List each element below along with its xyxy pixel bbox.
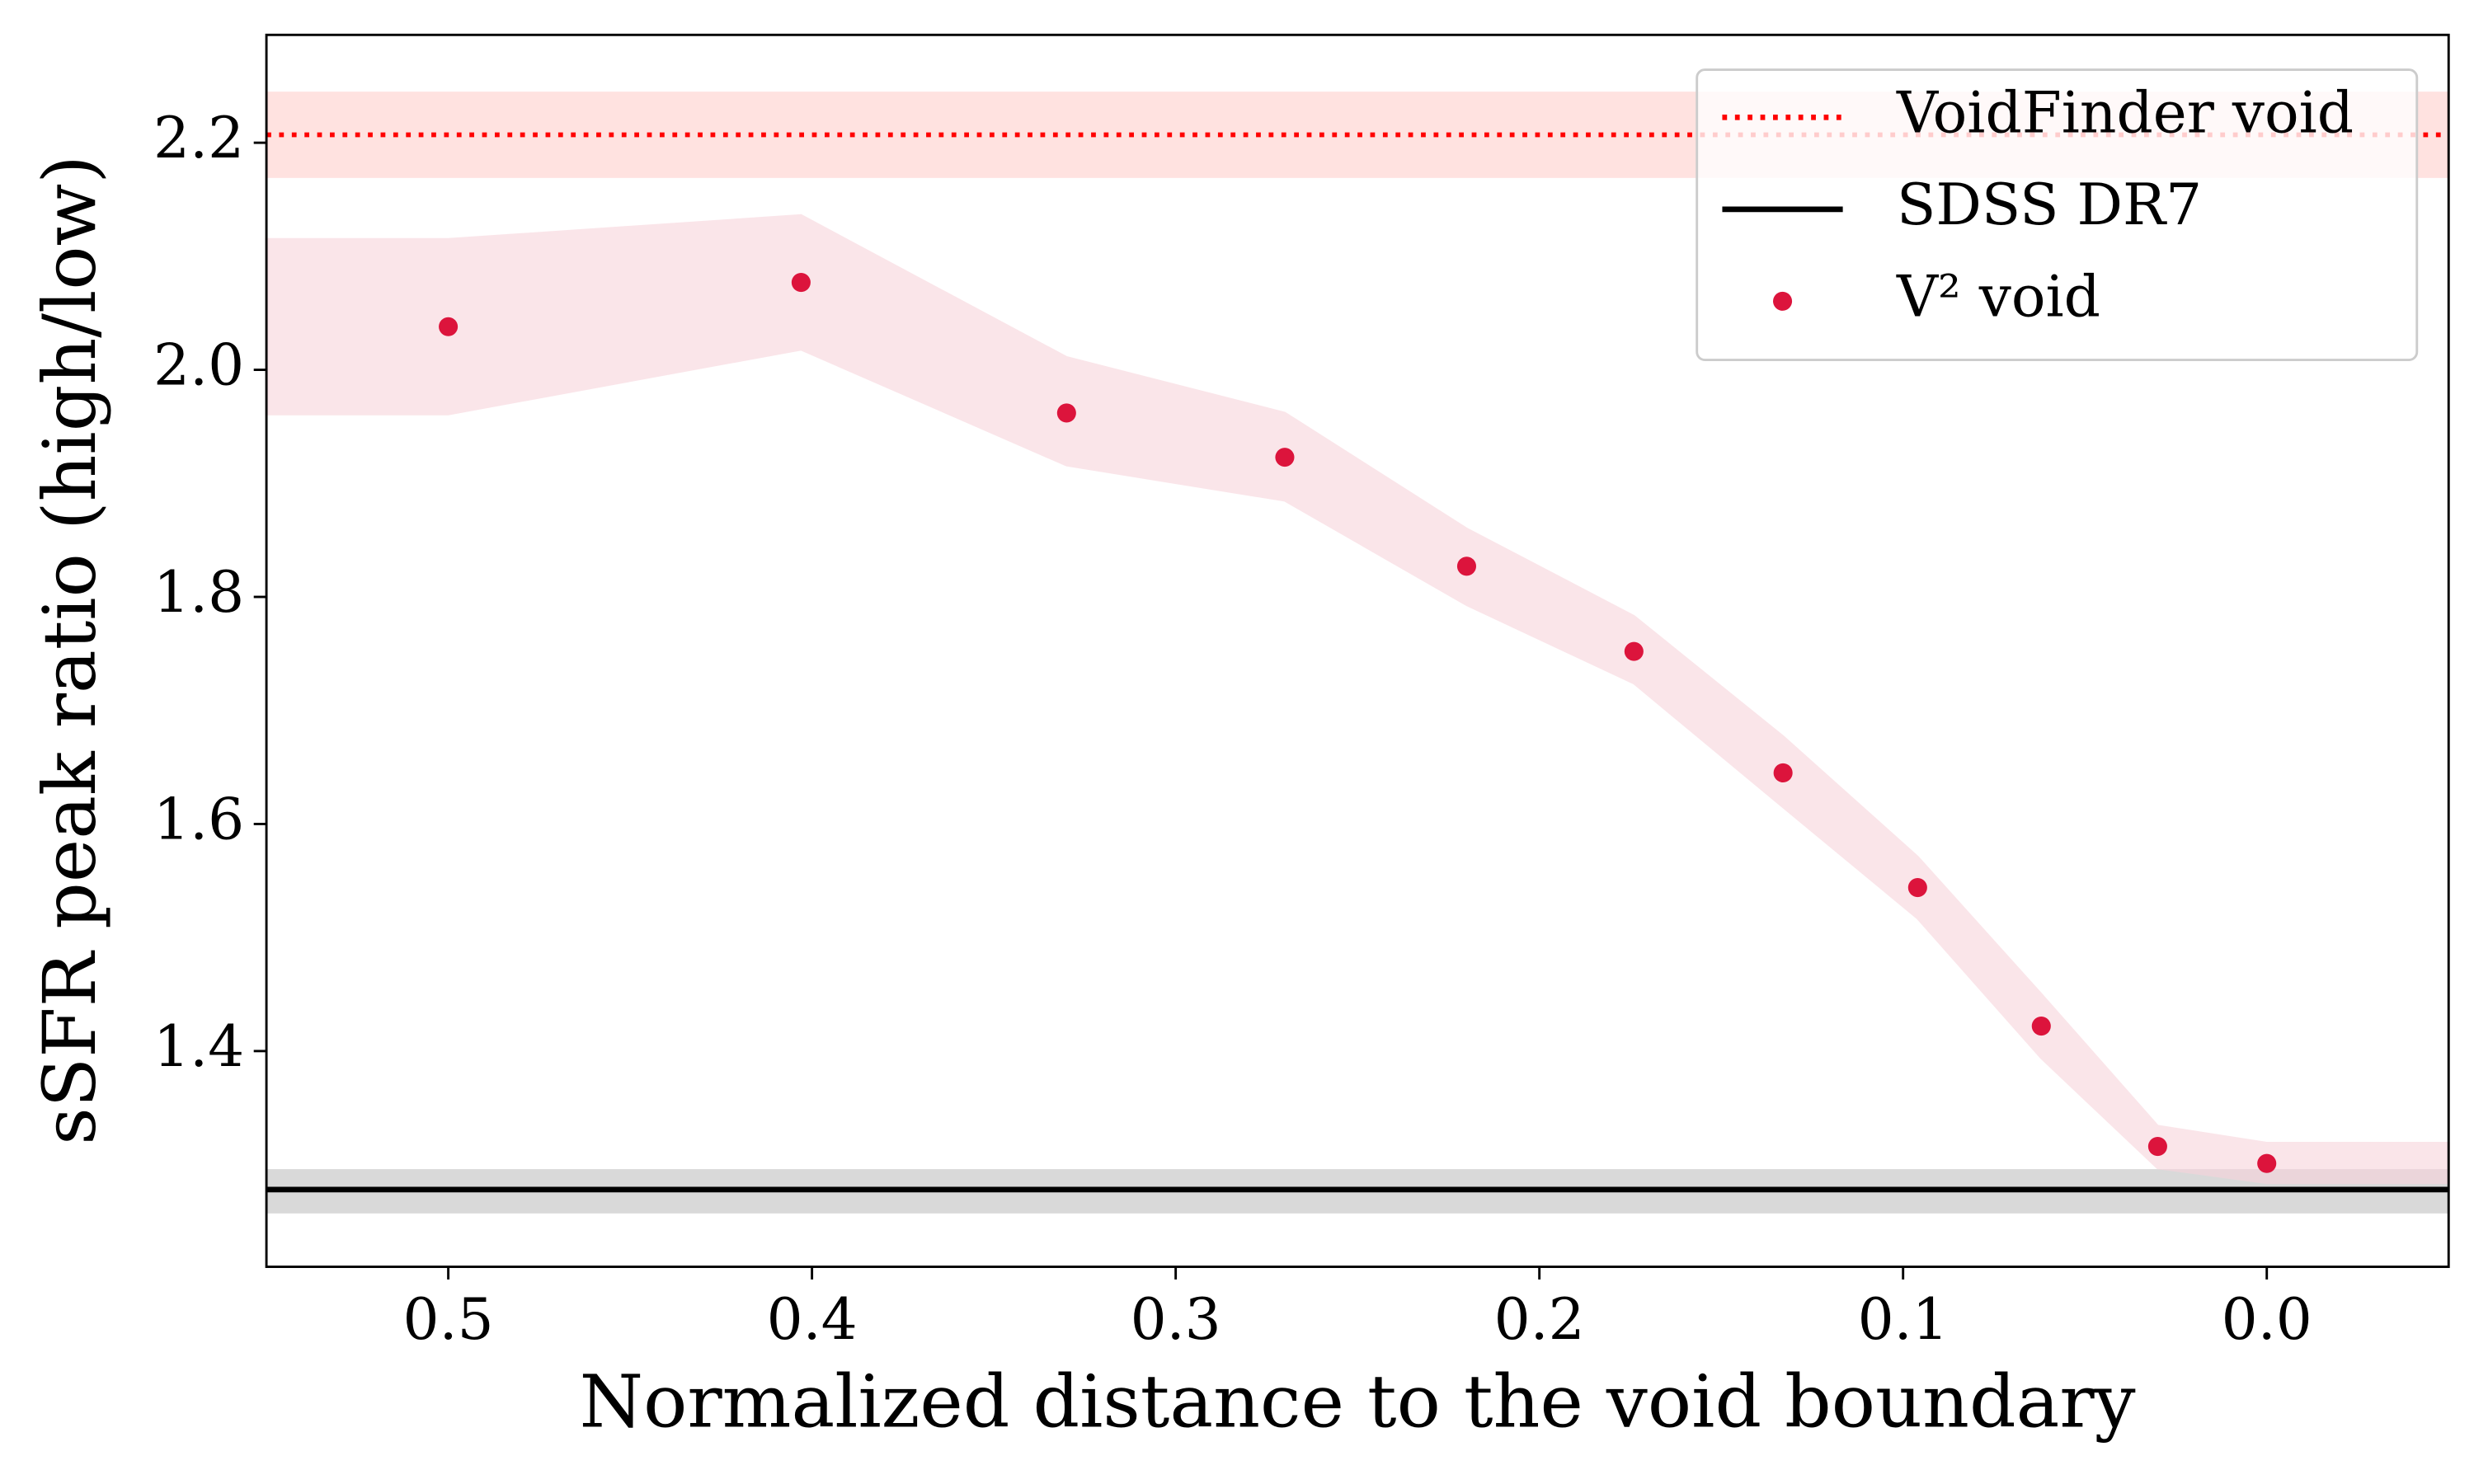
x-tick-label: 0.1 <box>1858 1287 1949 1353</box>
data-point <box>1773 763 1793 783</box>
legend-label: VoidFinder void <box>1896 80 2354 146</box>
legend-box <box>1696 68 2419 361</box>
data-point <box>2257 1153 2277 1173</box>
x-tick-label: 0.5 <box>403 1287 494 1353</box>
x-tick-label: 0.0 <box>2222 1287 2312 1353</box>
legend-label: SDSS DR7 <box>1897 172 2202 238</box>
data-point <box>1056 403 1076 423</box>
y-tick-label: 2.0 <box>153 333 244 399</box>
y-tick-label: 1.6 <box>153 787 244 852</box>
y-axis-label: sSFR peak ratio (high/low) <box>27 155 112 1145</box>
data-point <box>2031 1017 2051 1036</box>
x-tick-label: 0.3 <box>1131 1287 1221 1353</box>
y-tick-label: 1.4 <box>153 1014 244 1080</box>
x-tick-label: 0.4 <box>767 1287 858 1353</box>
x-axis-label: Normalized distance to the void boundary <box>580 1359 2136 1444</box>
data-point <box>439 317 459 336</box>
data-point <box>1907 878 1927 898</box>
legend-label: V² void <box>1896 264 2100 330</box>
data-point <box>1275 448 1295 467</box>
data-point <box>1624 641 1644 661</box>
data-point <box>791 272 811 293</box>
data-point <box>1456 556 1476 576</box>
legend-swatch <box>1773 291 1793 311</box>
data-point <box>2147 1137 2167 1157</box>
x-tick-label: 0.2 <box>1494 1287 1585 1353</box>
y-tick-label: 2.2 <box>153 106 244 171</box>
y-tick-label: 1.8 <box>153 560 244 626</box>
plot-frame <box>265 33 2450 1268</box>
